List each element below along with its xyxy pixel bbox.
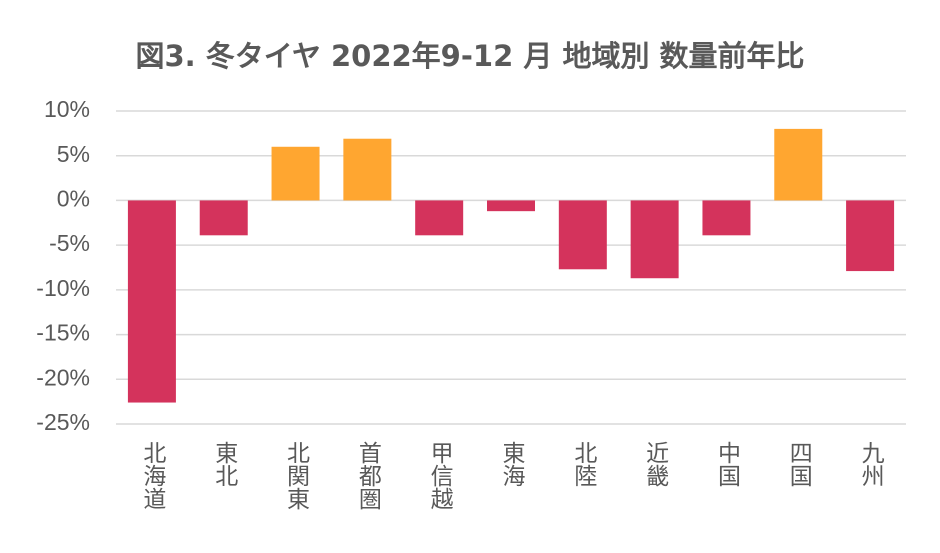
x-tick-label: 甲信越 bbox=[426, 441, 454, 510]
y-tick-label: -15% bbox=[36, 320, 90, 346]
bar bbox=[271, 146, 320, 201]
x-tick-label: 近畿 bbox=[642, 441, 670, 487]
bar bbox=[702, 200, 751, 236]
y-tick-label: -25% bbox=[36, 409, 90, 435]
x-tick-label: 九州 bbox=[857, 441, 885, 487]
bar bbox=[343, 138, 392, 201]
bar bbox=[127, 200, 176, 403]
bar bbox=[846, 200, 895, 272]
bar bbox=[199, 200, 248, 236]
y-tick-label: -20% bbox=[36, 364, 90, 390]
x-tick-label: 四国 bbox=[785, 441, 812, 487]
y-tick-label: 0% bbox=[57, 186, 90, 212]
y-tick-label: 10% bbox=[44, 96, 90, 122]
bar bbox=[774, 128, 823, 201]
x-tick-label: 東北 bbox=[211, 441, 239, 487]
chart-title: 図3. 冬タイヤ 2022年9-12 月 地域別 数量前年比 bbox=[135, 39, 804, 73]
bar bbox=[487, 200, 535, 212]
x-tick-label: 北海道 bbox=[139, 441, 167, 510]
bar bbox=[415, 200, 464, 236]
x-tick-label: 北陸 bbox=[570, 441, 598, 487]
x-tick-label: 首都圏 bbox=[354, 441, 382, 510]
y-tick-label: -10% bbox=[36, 275, 90, 301]
y-tick-label: -5% bbox=[49, 230, 90, 256]
bar bbox=[630, 200, 679, 279]
x-tick-label: 中国 bbox=[713, 441, 740, 487]
bar bbox=[558, 200, 607, 270]
y-tick-label: 5% bbox=[57, 141, 90, 167]
x-tick-label: 東海 bbox=[498, 441, 526, 487]
x-tick-label: 北関東 bbox=[283, 441, 311, 510]
